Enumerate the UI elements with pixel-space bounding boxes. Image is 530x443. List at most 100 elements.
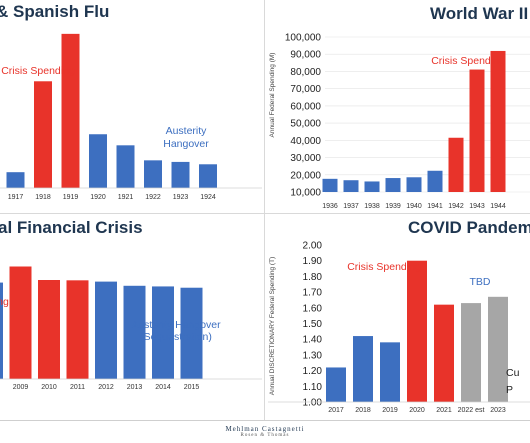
x-tick-label: 1921 xyxy=(118,194,134,201)
bar xyxy=(427,170,443,192)
bar xyxy=(380,342,400,402)
x-tick-label: 1917 xyxy=(8,194,24,201)
firm-logo-subname: Rosen & Thomas xyxy=(240,433,290,438)
x-tick-label: 2015 xyxy=(184,384,200,391)
y-tick-label: 1.60 xyxy=(303,303,323,314)
bar xyxy=(461,303,481,402)
bar xyxy=(61,33,80,188)
x-tick-label: 2017 xyxy=(328,407,344,414)
y-tick-label: 70,000 xyxy=(290,84,321,95)
annotation-text: Crisis Spending xyxy=(1,65,75,77)
x-tick-label: 2012 xyxy=(98,384,114,391)
bar xyxy=(89,134,107,188)
chart-title: World War II xyxy=(430,4,529,23)
x-tick-label: 1920 xyxy=(90,194,106,201)
y-tick-label: 1.50 xyxy=(303,319,323,330)
bar xyxy=(95,281,117,379)
bar xyxy=(199,164,217,188)
y-tick-label: 60,000 xyxy=(290,101,321,112)
bar xyxy=(152,286,174,379)
bar xyxy=(326,367,346,402)
y-tick-label: 1.20 xyxy=(303,366,323,377)
bar xyxy=(180,287,203,379)
y-tick-label: 50,000 xyxy=(290,119,321,130)
x-tick-label: 1924 xyxy=(200,194,216,201)
x-tick-label: 2014 xyxy=(155,384,171,391)
footer: Mehlman Castagnetti Rosen & Thomas xyxy=(0,420,530,443)
chart-panel-spanish-flu: & Spanish Flu 19161917191819191920192119… xyxy=(0,0,262,212)
chart-panel-financial-crisis: al Financial Crisis 20082009201020112012… xyxy=(0,216,262,420)
annotation-text: P xyxy=(506,384,513,396)
x-tick-label: 1923 xyxy=(173,194,189,201)
chart-svg-spanish-flu: 191619171918191919201921192219231924Cris… xyxy=(0,33,262,201)
x-tick-label: 2022 est xyxy=(458,407,485,414)
x-tick-label: 1922 xyxy=(145,194,161,201)
y-tick-label: 1.70 xyxy=(303,288,323,299)
bar xyxy=(322,178,338,192)
x-tick-label: 1939 xyxy=(385,203,401,210)
vertical-divider xyxy=(264,0,265,420)
x-tick-label: 2018 xyxy=(355,407,371,414)
bar xyxy=(116,145,135,188)
annotation-text: TBD xyxy=(470,276,491,288)
bar xyxy=(0,282,3,379)
bar xyxy=(144,160,162,188)
chart-svg-covid: 2.00 1.90 1.80 1.70 1.60 1.50 1.40 1.30 1.20 1.10… xyxy=(268,241,530,414)
x-tick-label: 1936 xyxy=(322,203,338,210)
bar xyxy=(385,178,401,192)
y-axis-label: Annual Federal Spending (M) xyxy=(269,53,276,138)
y-tick-label: 10,000 xyxy=(290,188,321,199)
y-tick-label: 1.10 xyxy=(303,382,323,393)
x-tick-label: 1944 xyxy=(490,203,506,210)
bar xyxy=(123,285,146,379)
bar xyxy=(407,260,427,402)
y-tick-label: 90,000 xyxy=(290,50,321,61)
x-tick-label: 1919 xyxy=(63,194,79,201)
x-tick-label: 1940 xyxy=(406,203,422,210)
y-tick-label: 40,000 xyxy=(290,136,321,147)
y-tick-label: 1.40 xyxy=(303,335,323,346)
bar xyxy=(448,137,464,192)
bar xyxy=(490,50,506,193)
bar xyxy=(469,69,485,192)
x-tick-label: 1918 xyxy=(35,194,51,201)
annotation-text: (Sequestration) xyxy=(140,331,212,343)
annotation-text: Crisis Spending xyxy=(347,261,421,273)
y-tick-label: 20,000 xyxy=(290,170,321,181)
chart-svg-financial-crisis: 20082009201020112012201320142015ndingAus… xyxy=(0,266,262,391)
y-tick-label: 80,000 xyxy=(290,67,321,78)
x-tick-label: 1941 xyxy=(427,203,443,210)
chart-svg-ww2: 100,000 90,000 80,000 70,000 60,000 50,000 40,… xyxy=(269,33,530,210)
chart-panel-ww2: World War II 100,000 90,000 80,000 70,000 60… xyxy=(268,0,530,212)
bar xyxy=(353,336,373,402)
annotation-text: Cu xyxy=(506,367,520,379)
chart-title: al Financial Crisis xyxy=(0,218,143,237)
bar xyxy=(9,266,32,379)
x-tick-label: 1942 xyxy=(448,203,464,210)
bar xyxy=(406,177,422,192)
y-tick-label: 30,000 xyxy=(290,153,321,164)
y-tick-label: 1.00 xyxy=(303,398,323,409)
x-tick-label: 1943 xyxy=(469,203,485,210)
x-tick-label: 1937 xyxy=(343,203,359,210)
bar xyxy=(34,81,52,188)
annotation-text: Hangover xyxy=(163,138,209,150)
x-tick-label: 2009 xyxy=(13,384,29,391)
y-tick-label: 2.00 xyxy=(303,241,323,252)
y-tick-label: 1.90 xyxy=(303,256,323,267)
bar xyxy=(66,280,89,379)
x-tick-label: 2013 xyxy=(127,384,143,391)
annotation-text: Crisis Spending xyxy=(431,55,505,67)
chart-title: & Spanish Flu xyxy=(0,2,110,21)
annotation-text: nding xyxy=(0,296,9,308)
bar xyxy=(434,304,454,402)
annotation-text: Austerity xyxy=(166,125,208,137)
bar xyxy=(343,180,359,192)
chart-panel-covid: COVID Pandem 2.00 1.90 1.80 1.70 1.60 1.50 1.4… xyxy=(268,216,530,420)
y-tick-label: 100,000 xyxy=(285,33,322,44)
y-axis-label: Annual DISCRETIONARY Federal Spending (T… xyxy=(269,257,276,396)
y-tick-label: 1.30 xyxy=(303,350,323,361)
x-tick-label: 2019 xyxy=(382,407,398,414)
bar xyxy=(364,181,380,192)
x-tick-label: 2010 xyxy=(41,384,57,391)
